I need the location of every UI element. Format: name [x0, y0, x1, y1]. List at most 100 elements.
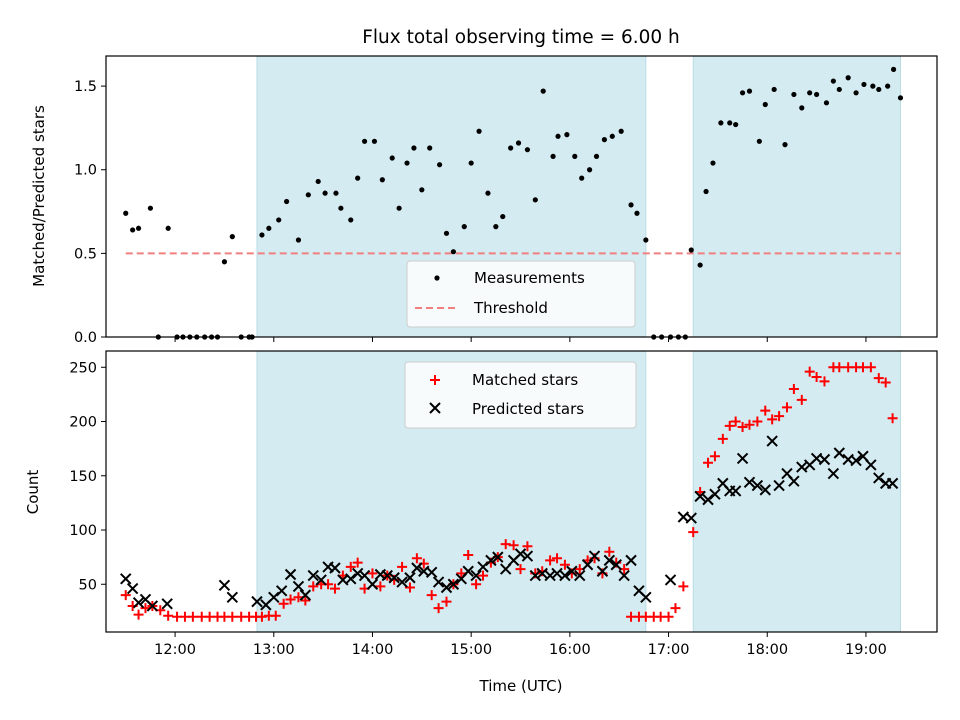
predicted-star-marker: [345, 573, 357, 585]
x-tick-label: 17:00: [648, 642, 690, 658]
measurement-point: [508, 145, 514, 151]
measurement-point: [836, 86, 842, 93]
y-tick-label: 0.5: [74, 246, 97, 262]
predicted-star-marker: [773, 479, 785, 492]
measurement-point: [727, 120, 733, 126]
measurement-point: [165, 225, 171, 231]
matched-star-marker: [478, 570, 489, 581]
x-axis-label: Time (UTC): [479, 677, 563, 695]
measurement-point: [601, 137, 608, 143]
matched-star-marker: [508, 540, 519, 551]
predicted-star-marker: [485, 554, 497, 567]
matched-star-marker: [285, 594, 296, 605]
matched-star-marker: [471, 579, 482, 590]
matched-star-marker: [270, 610, 281, 621]
measurement-point: [476, 128, 482, 134]
measurement-point: [555, 133, 561, 139]
measurement-point: [361, 138, 368, 144]
measurement-point: [450, 249, 457, 255]
measurement-point: [762, 101, 768, 108]
measurement-point: [355, 175, 361, 181]
matched-star-marker: [760, 405, 771, 416]
matched-star-marker: [604, 546, 615, 557]
predicted-star-marker: [470, 569, 482, 582]
measurement-point: [295, 237, 302, 243]
matched-star-marker: [411, 553, 422, 564]
matched-star-marker: [834, 362, 845, 373]
predicted-star-marker: [729, 485, 742, 497]
measurement-point: [524, 147, 531, 153]
y-tick-label: 100: [69, 523, 97, 539]
y-tick-label: 1.5: [74, 79, 97, 95]
measurement-point: [333, 190, 339, 196]
predicted-star-marker: [521, 550, 534, 562]
measurement-point: [564, 132, 570, 138]
predicted-star-marker: [299, 589, 312, 601]
measurement-point: [830, 78, 836, 84]
predicted-star-marker: [307, 569, 319, 582]
measurement-point: [338, 205, 344, 211]
matched-star-marker: [873, 373, 884, 384]
matched-star-marker: [559, 559, 570, 570]
matched-star-marker: [688, 527, 699, 538]
matched-star-marker: [463, 549, 474, 560]
measurement-point: [870, 83, 876, 89]
y-tick-label: 50: [79, 577, 97, 593]
predicted-star-marker: [544, 569, 556, 582]
matched-star-marker: [767, 414, 778, 425]
measurement-point: [756, 138, 762, 144]
predicted-star-marker: [596, 565, 609, 577]
matched-star-marker: [552, 553, 563, 564]
measurement-point: [396, 205, 402, 211]
matched-star-marker: [329, 583, 340, 594]
x-tick-label: 12:00: [154, 642, 196, 658]
matched-star-marker: [256, 611, 267, 622]
predicted-star-marker: [610, 559, 622, 571]
measurement-point: [807, 90, 813, 96]
bottom-y-axis-label: Count: [24, 470, 42, 515]
matched-star-marker: [397, 561, 408, 572]
matched-star-marker: [308, 581, 319, 592]
measurement-point: [515, 140, 522, 146]
measurement-point: [147, 205, 154, 211]
predicted-star-marker: [388, 572, 400, 584]
x-tick-label: 18:00: [746, 642, 788, 658]
measurement-point: [540, 88, 546, 94]
measurement-point: [697, 262, 703, 268]
measurement-point: [123, 210, 129, 216]
measurement-point: [733, 121, 739, 128]
matched-star-marker: [670, 603, 681, 614]
count-panel: Count Time (UTC) 12:00 13:00 14:00 15:00 16:…: [24, 350, 938, 695]
predicted-star-marker: [120, 573, 132, 585]
measurement-point: [221, 259, 228, 265]
matched-star-marker: [120, 590, 131, 601]
predicted-star-marker: [432, 576, 445, 588]
predicted-star-marker: [275, 585, 288, 597]
legend-label-predicted: Predicted stars: [472, 400, 584, 418]
predicted-star-marker: [404, 572, 416, 584]
measurement-point: [791, 91, 797, 98]
shaded-interval: [692, 350, 901, 633]
predicted-star-marker: [292, 580, 305, 593]
predicted-star-marker: [329, 562, 341, 574]
measurement-point: [436, 162, 443, 168]
predicted-star-marker: [827, 467, 840, 480]
matched-star-marker: [774, 411, 785, 422]
matched-star-marker: [752, 416, 763, 427]
matched-star-marker: [500, 539, 511, 550]
measurement-point: [609, 133, 615, 139]
measurement-point: [389, 155, 395, 161]
predicted-star-marker: [440, 581, 453, 594]
matched-star-marker: [433, 603, 444, 614]
x-tick-label: 15:00: [450, 642, 492, 658]
measurement-point: [572, 153, 578, 159]
matched-star-marker: [678, 581, 689, 592]
measurement-point: [229, 234, 235, 240]
matched-star-marker: [703, 457, 714, 468]
measurement-point: [885, 83, 891, 89]
legend-label-matched: Matched stars: [472, 371, 578, 389]
predicted-star-marker: [833, 447, 846, 459]
predicted-star-marker: [447, 578, 460, 590]
measurement-point: [853, 90, 859, 96]
predicted-star-marker: [818, 453, 831, 466]
